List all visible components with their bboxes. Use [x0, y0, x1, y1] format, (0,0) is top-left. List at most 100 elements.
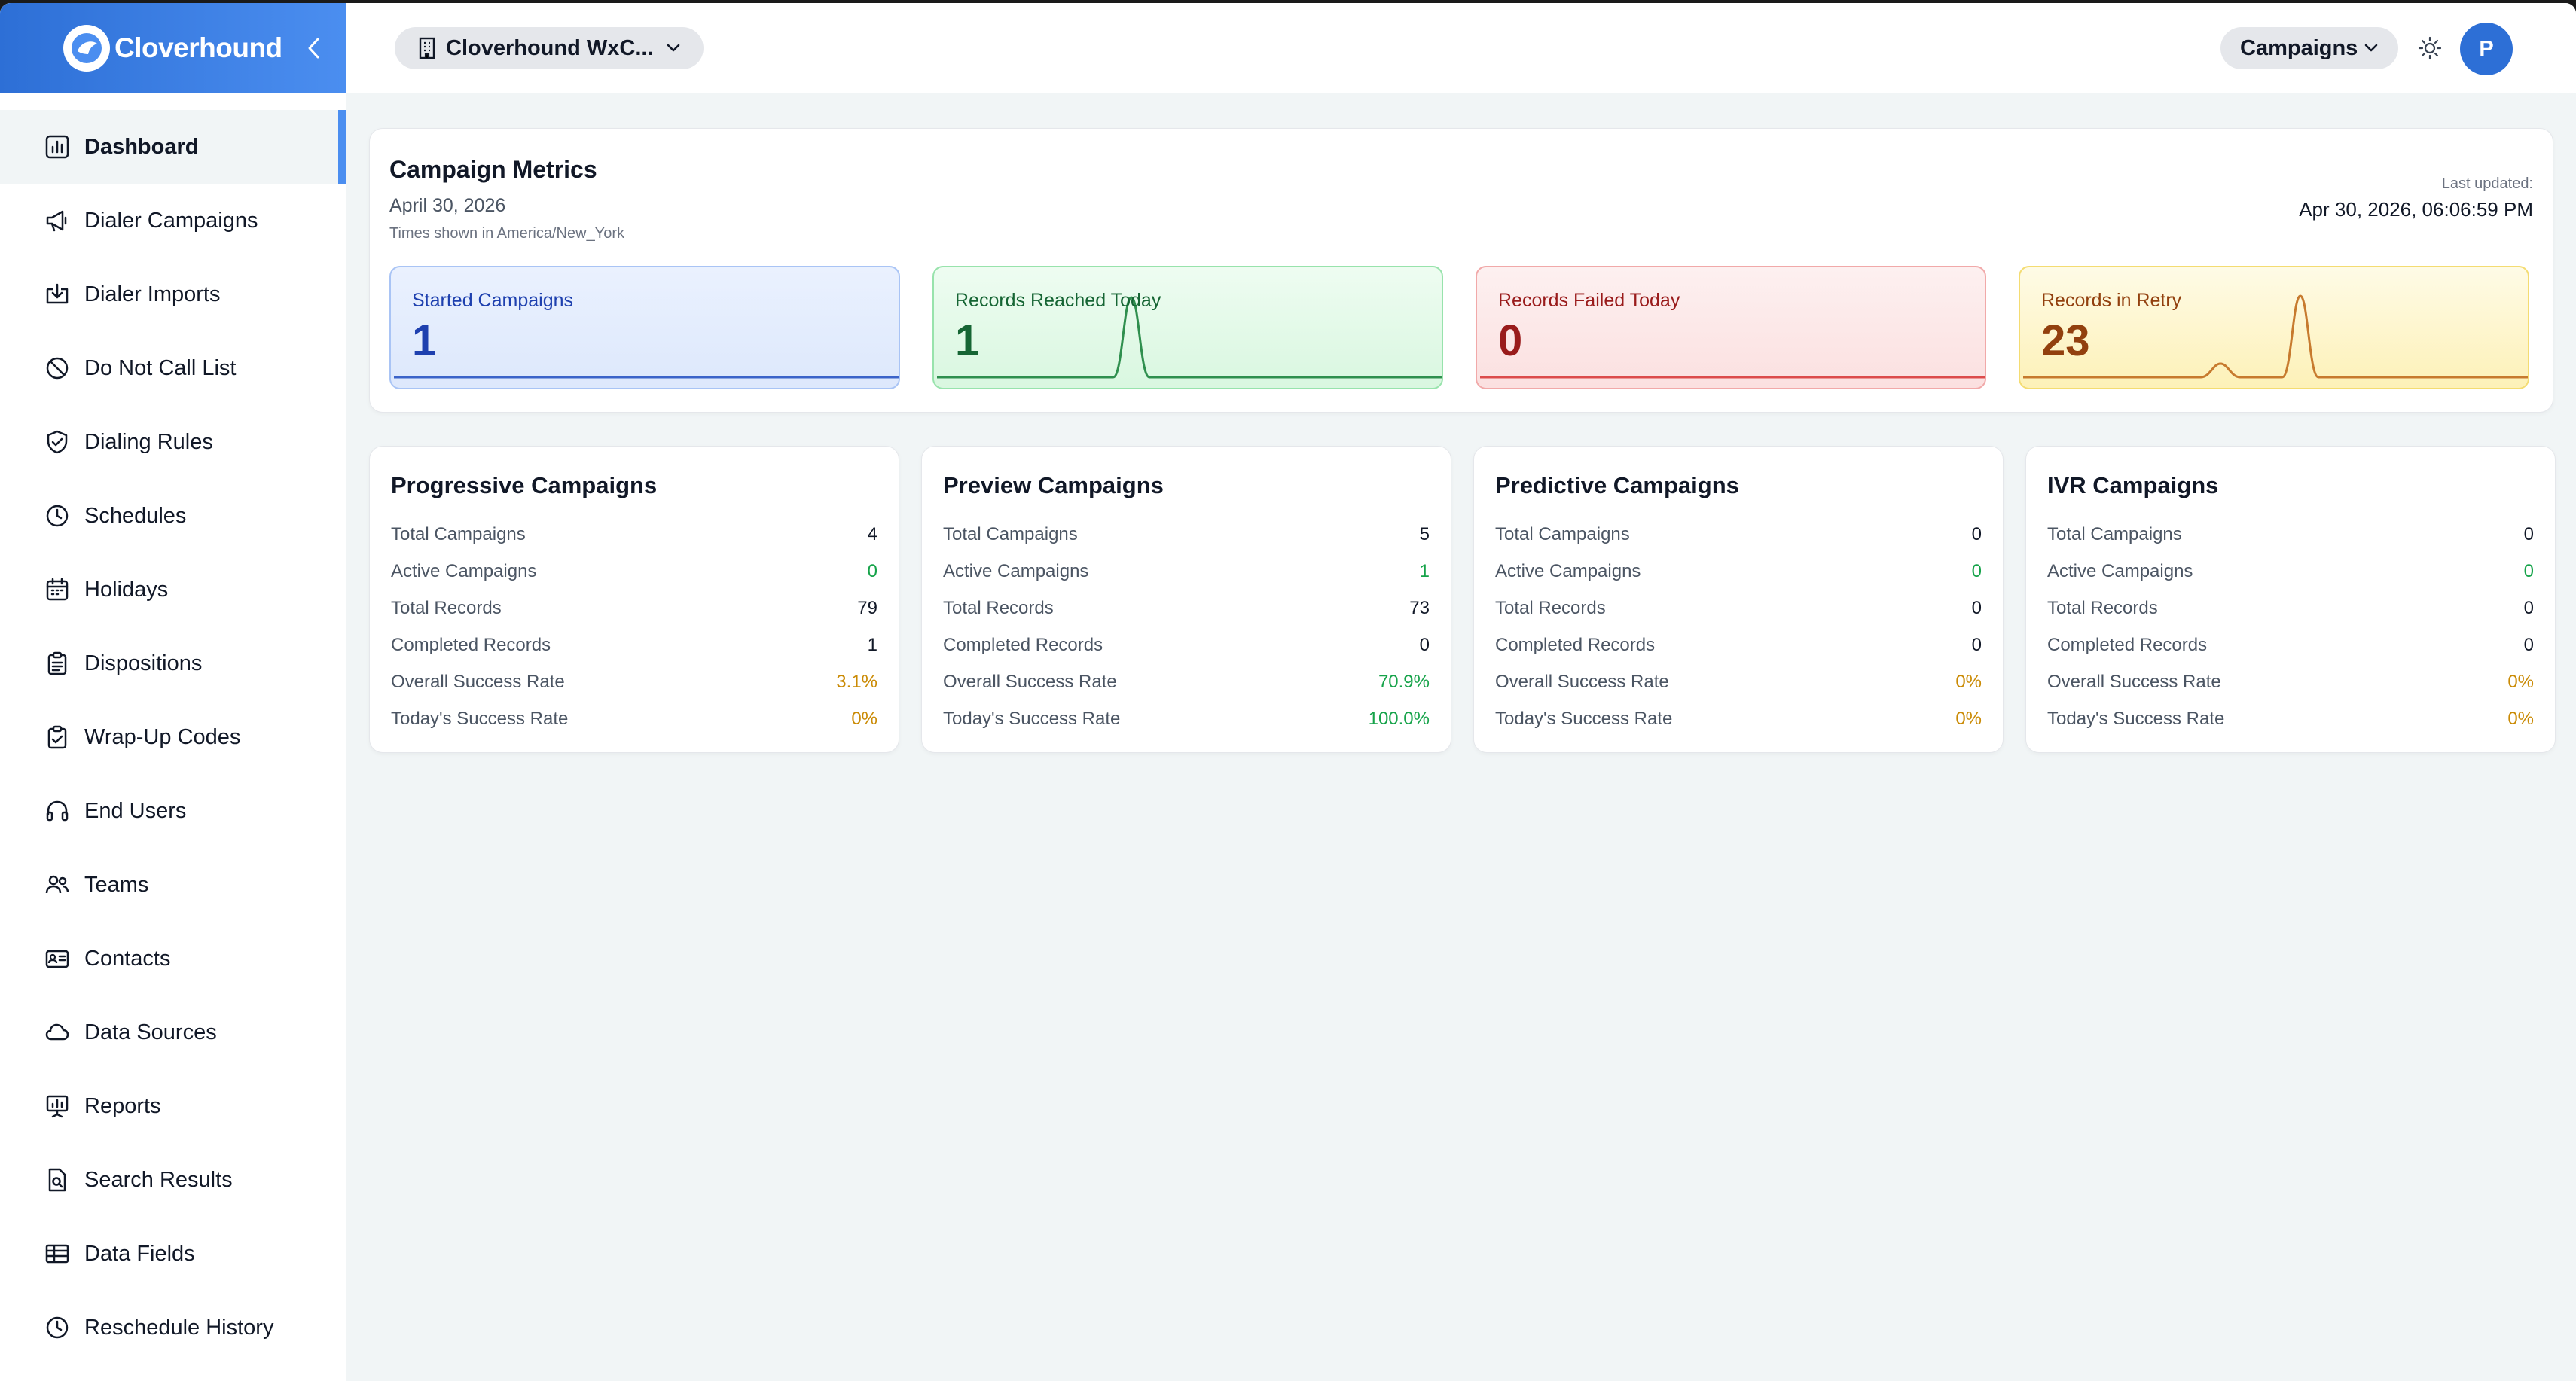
organization-selector[interactable]: Cloverhound WxC...: [395, 27, 704, 69]
stat-row: Today's Success Rate 0%: [2047, 700, 2534, 737]
stat-records-in-retry: Records in Retry 23: [2019, 266, 2529, 389]
stat-row-label: Today's Success Rate: [391, 708, 569, 729]
sidebar-item-data-fields[interactable]: Data Fields: [0, 1217, 346, 1291]
stat-row: Completed Records 0: [1495, 626, 1982, 663]
campaigns-menu-label: Campaigns: [2240, 35, 2358, 60]
clock-icon: [42, 501, 72, 531]
contact-card-icon: [42, 944, 72, 974]
sidebar-item-label: Holidays: [84, 577, 169, 602]
stat-records-failed-today: Records Failed Today 0: [1476, 266, 1986, 389]
stat-label: Started Campaigns: [412, 290, 574, 311]
bar-chart-icon: [42, 132, 72, 162]
stat-row-label: Total Records: [943, 597, 1054, 618]
sidebar-item-reports[interactable]: Reports: [0, 1069, 346, 1143]
records-in-retry-sparkline: [2023, 294, 2528, 379]
sidebar-item-data-sources[interactable]: Data Sources: [0, 995, 346, 1069]
stat-row-label: Overall Success Rate: [1495, 671, 1669, 692]
sidebar-item-dialing-rules[interactable]: Dialing Rules: [0, 405, 346, 479]
sidebar-item-reschedule-history[interactable]: Reschedule History: [0, 1291, 346, 1364]
sidebar-item-dashboard[interactable]: Dashboard: [0, 110, 346, 184]
sidebar-item-label: Wrap-Up Codes: [84, 724, 241, 749]
sidebar-item-dispositions[interactable]: Dispositions: [0, 626, 346, 700]
stat-row: Total Campaigns 0: [2047, 516, 2534, 553]
progressive-campaigns-card: Progressive Campaigns Total Campaigns 4 A…: [369, 446, 899, 753]
user-avatar[interactable]: P: [2460, 23, 2513, 75]
stat-row-label: Completed Records: [1495, 634, 1656, 655]
stat-row: Total Campaigns 0: [1495, 516, 1982, 553]
stat-row: Overall Success Rate 0%: [1495, 663, 1982, 700]
stat-row-value: 0%: [2507, 671, 2534, 692]
sidebar-item-wrap-up-codes[interactable]: Wrap-Up Codes: [0, 700, 346, 774]
stat-records-reached-today: Records Reached Today 1: [932, 266, 1443, 389]
chevron-left-icon: [308, 38, 319, 59]
stat-label: Records Failed Today: [1498, 290, 1680, 311]
chevron-down-icon: [666, 43, 681, 53]
card-title: Predictive Campaigns: [1495, 472, 1739, 498]
campaign-metrics-card: Campaign Metrics April 30, 2026 Times sh…: [369, 128, 2553, 413]
stat-row-label: Active Campaigns: [2047, 560, 2193, 581]
sidebar-nav: Dashboard Dialer Campaigns Dialer Import…: [0, 93, 346, 1364]
sidebar-item-label: Dashboard: [84, 134, 199, 159]
stat-row: Completed Records 0: [943, 626, 1430, 663]
preview-campaigns-card: Preview Campaigns Total Campaigns 5 Activ…: [921, 446, 1451, 753]
stat-row-value: 0%: [1955, 671, 1982, 692]
stat-row: Total Records 0: [2047, 590, 2534, 626]
theme-toggle-button[interactable]: [2416, 35, 2443, 62]
sidebar-item-label: Dialer Campaigns: [84, 208, 258, 233]
sidebar-item-end-users[interactable]: End Users: [0, 774, 346, 848]
stat-row: Active Campaigns 1: [943, 553, 1430, 590]
brand-name: Cloverhound: [114, 32, 282, 63]
sidebar-item-label: Search Results: [84, 1167, 233, 1192]
stat-row: Today's Success Rate 0%: [391, 700, 877, 737]
stat-row-value: 0%: [1955, 708, 1982, 729]
sidebar-item-schedules[interactable]: Schedules: [0, 479, 346, 553]
last-updated-value: Apr 30, 2026, 06:06:59 PM: [2299, 198, 2533, 221]
stat-row: Total Records 79: [391, 590, 877, 626]
calendar-icon: [42, 575, 72, 605]
stat-row-value: 0: [1971, 523, 1982, 544]
sidebar-item-teams[interactable]: Teams: [0, 848, 346, 922]
stat-row-value: 5: [1419, 523, 1430, 544]
stat-label: Records Reached Today: [955, 290, 1161, 311]
stat-row-label: Total Campaigns: [1495, 523, 1630, 544]
stat-row-label: Active Campaigns: [1495, 560, 1641, 581]
collapse-sidebar-button[interactable]: [301, 33, 326, 63]
records-failed-sparkline: [1480, 376, 1985, 379]
card-title: Progressive Campaigns: [391, 472, 658, 498]
stat-row-label: Today's Success Rate: [2047, 708, 2225, 729]
megaphone-icon: [42, 206, 72, 236]
stat-row-value: 0: [1419, 634, 1430, 655]
sidebar-item-search-results[interactable]: Search Results: [0, 1143, 346, 1217]
sidebar-item-label: Schedules: [84, 503, 187, 528]
stat-row-label: Overall Success Rate: [2047, 671, 2221, 692]
stat-row-label: Overall Success Rate: [943, 671, 1117, 692]
stat-row-label: Active Campaigns: [943, 560, 1089, 581]
sidebar-item-label: End Users: [84, 798, 187, 823]
clipboard-list-icon: [42, 648, 72, 678]
stat-row-label: Total Campaigns: [391, 523, 526, 544]
campaigns-menu-button[interactable]: Campaigns: [2220, 27, 2399, 69]
started-campaigns-sparkline: [394, 376, 899, 379]
stat-row-label: Total Campaigns: [943, 523, 1078, 544]
sidebar-item-dialer-imports[interactable]: Dialer Imports: [0, 258, 346, 331]
cloud-icon: [42, 1017, 72, 1047]
stat-row-label: Today's Success Rate: [943, 708, 1121, 729]
cloverhound-logo-icon: [63, 25, 110, 72]
stat-row-value: 0: [2523, 560, 2534, 581]
sidebar-item-dialer-campaigns[interactable]: Dialer Campaigns: [0, 184, 346, 258]
brand-header: Cloverhound: [0, 3, 346, 93]
sidebar-item-do-not-call-list[interactable]: Do Not Call List: [0, 331, 346, 405]
stat-row-value: 79: [857, 597, 877, 618]
stat-row: Active Campaigns 0: [1495, 553, 1982, 590]
sidebar-item-contacts[interactable]: Contacts: [0, 922, 346, 995]
avatar-initial: P: [2479, 36, 2494, 61]
clipboard-check-icon: [42, 722, 72, 752]
sidebar-item-label: Reports: [84, 1093, 161, 1118]
sidebar-item-holidays[interactable]: Holidays: [0, 553, 346, 626]
organization-label: Cloverhound WxC...: [446, 35, 654, 60]
stat-row: Completed Records 1: [391, 626, 877, 663]
stat-label: Records in Retry: [2041, 290, 2182, 311]
file-search-icon: [42, 1165, 72, 1195]
history-clock-icon: [42, 1312, 72, 1343]
ban-icon: [42, 353, 72, 383]
